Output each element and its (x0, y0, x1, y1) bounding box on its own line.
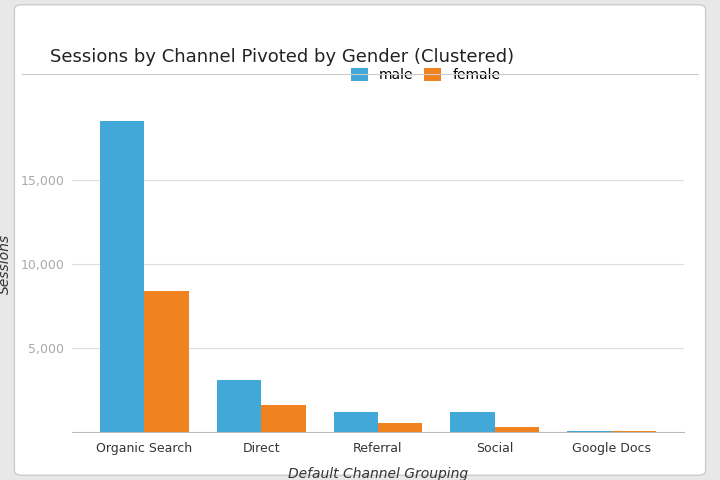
Bar (333, 412, 378, 432)
Bar (567, 431, 612, 432)
Bar (100, 121, 144, 432)
Bar (217, 380, 261, 432)
X-axis label: Default Channel Grouping: Default Channel Grouping (288, 467, 468, 480)
Bar (261, 405, 305, 432)
Bar (378, 423, 423, 432)
Bar (451, 412, 495, 432)
Bar (144, 291, 189, 432)
Y-axis label: Sessions: Sessions (0, 234, 12, 294)
Bar (495, 427, 539, 432)
Text: Sessions by Channel Pivoted by Gender (Clustered): Sessions by Channel Pivoted by Gender (C… (50, 48, 515, 66)
Legend: male, female: male, female (346, 62, 505, 88)
